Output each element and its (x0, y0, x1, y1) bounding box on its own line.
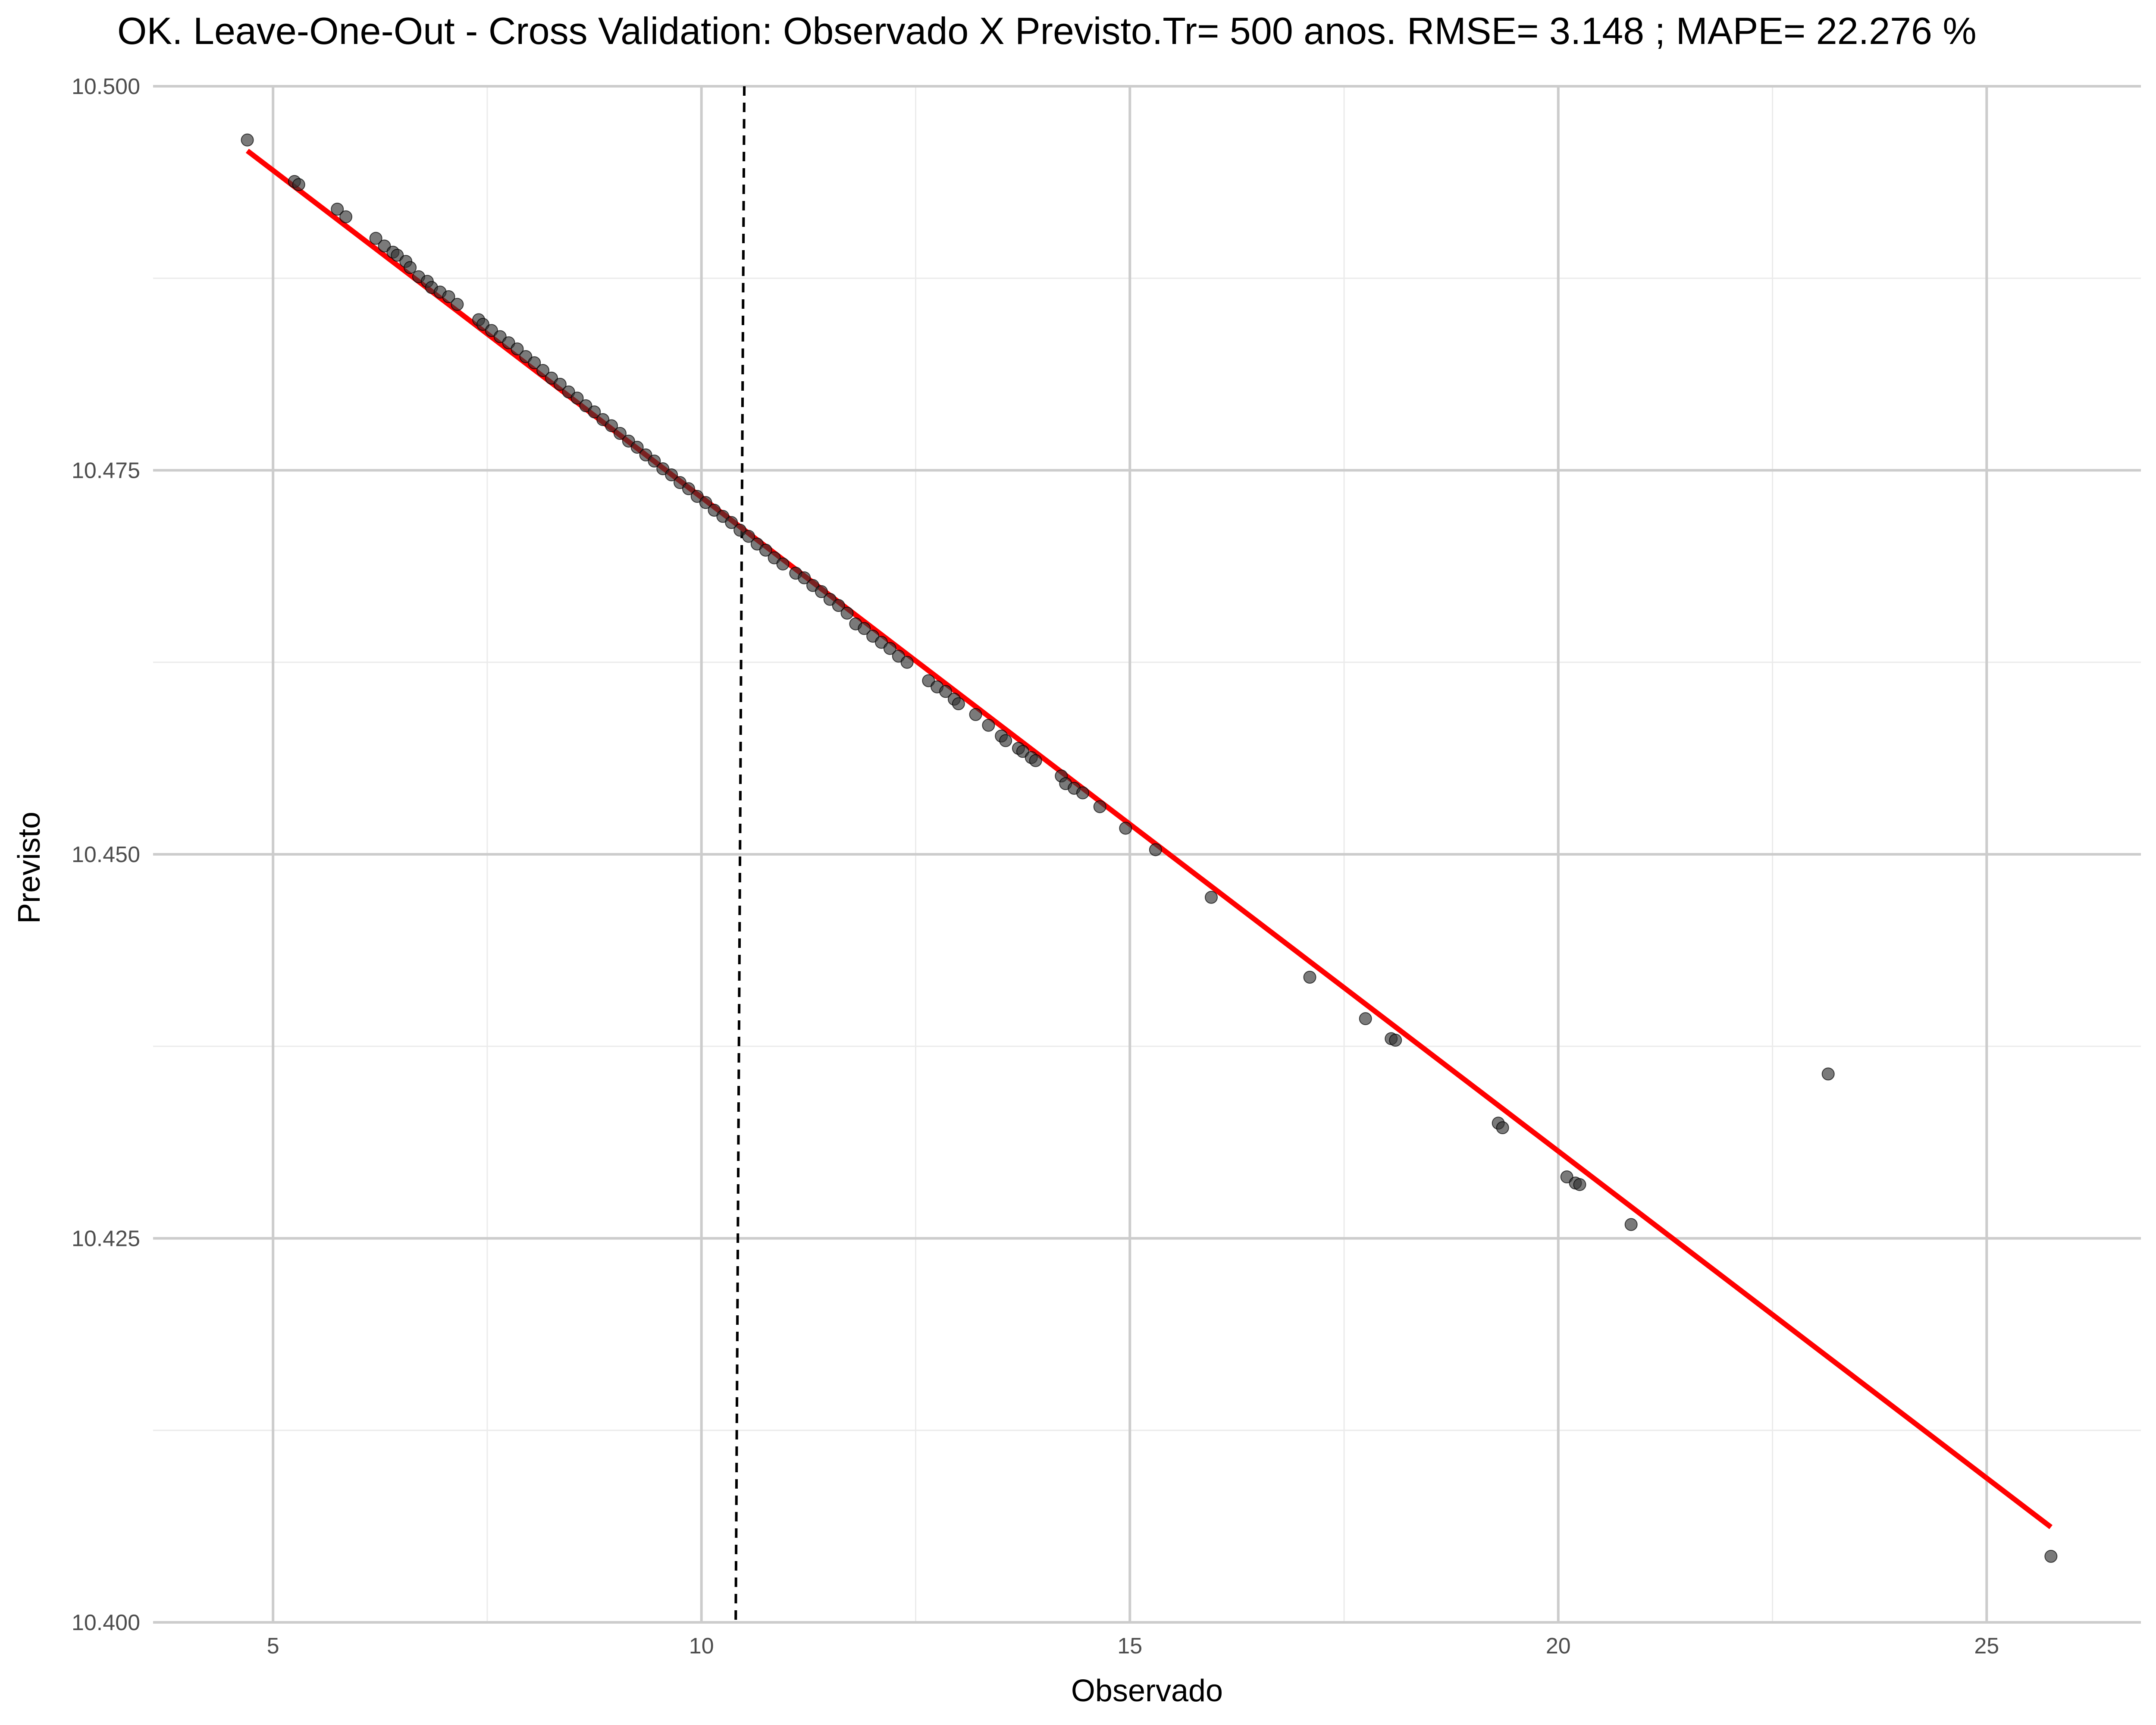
data-point (883, 642, 896, 655)
data-point (840, 606, 854, 620)
data-point (369, 232, 382, 245)
data-point (1093, 800, 1106, 813)
y-tick-label: 10.475 (72, 458, 140, 483)
fit-line (245, 148, 2053, 1529)
data-point (900, 656, 914, 669)
data-point (815, 585, 828, 598)
data-point (511, 342, 524, 356)
grid-major (153, 85, 2141, 1624)
fit-layer (245, 148, 2053, 1529)
x-tick-label: 15 (1117, 1634, 1142, 1659)
data-point (1573, 1178, 1586, 1191)
data-point (759, 543, 772, 557)
y-tick-label: 10.400 (72, 1610, 140, 1635)
data-point (404, 261, 417, 274)
dashed-reference-line (734, 86, 746, 1623)
data-point (952, 697, 965, 710)
data-point (665, 468, 678, 482)
data-point (588, 405, 601, 419)
data-point (241, 133, 254, 147)
data-point (682, 482, 695, 496)
data-point (699, 496, 712, 509)
data-point (776, 557, 790, 571)
data-point (1029, 754, 1042, 767)
data-point (605, 419, 618, 433)
data-point (528, 356, 541, 370)
data-point (536, 364, 550, 377)
data-point (613, 427, 627, 440)
data-point (1496, 1121, 1509, 1135)
data-point (832, 599, 845, 612)
data-point (725, 516, 738, 529)
data-point (858, 622, 871, 635)
data-point (331, 202, 344, 216)
data-point (648, 455, 661, 468)
points-layer (241, 133, 2058, 1563)
y-tick-labels: 10.400 10.425 10.450 10.475 10.500 (72, 74, 140, 1635)
data-point (2044, 1549, 2058, 1563)
grid-minor (153, 86, 2141, 1622)
data-point (1149, 843, 1162, 856)
data-point (982, 718, 995, 732)
data-point (553, 378, 567, 391)
data-point (1624, 1218, 1638, 1231)
chart-title: OK. Leave-One-Out - Cross Validation: Ob… (117, 9, 1977, 52)
y-tick-label: 10.450 (72, 842, 140, 867)
data-point (292, 178, 305, 191)
data-point (969, 708, 982, 721)
data-point (1119, 822, 1132, 835)
x-tick-label: 25 (1974, 1634, 1999, 1659)
x-tick-label: 10 (689, 1634, 714, 1659)
vline-layer (734, 86, 746, 1623)
x-tick-label: 5 (267, 1634, 279, 1659)
data-point (1359, 1012, 1372, 1026)
x-tick-labels: 5 10 15 20 25 (267, 1634, 1999, 1659)
data-point (939, 685, 953, 698)
data-point (1076, 786, 1089, 800)
data-point (570, 392, 584, 405)
y-axis-title: Previsto (12, 812, 47, 924)
x-axis-title: Observado (1071, 1674, 1223, 1708)
y-tick-label: 10.425 (72, 1226, 140, 1251)
data-point (339, 210, 353, 223)
data-point (1389, 1034, 1402, 1047)
y-tick-label: 10.500 (72, 74, 140, 99)
data-point (451, 298, 464, 311)
data-point (1821, 1067, 1835, 1081)
data-point (798, 571, 811, 584)
data-point (1205, 891, 1218, 904)
data-point (630, 441, 644, 454)
data-point (1303, 970, 1316, 984)
data-point (999, 734, 1012, 747)
x-tick-label: 20 (1546, 1634, 1571, 1659)
data-point (742, 530, 755, 543)
data-point (442, 290, 455, 303)
